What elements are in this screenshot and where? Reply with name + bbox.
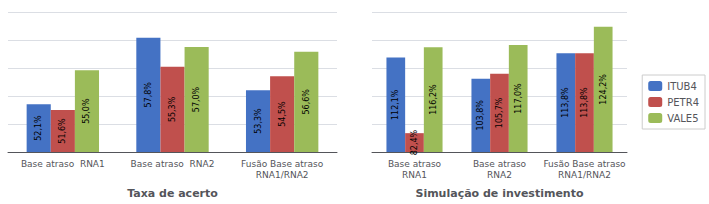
- svg-text:54,5%: 54,5%: [278, 101, 287, 127]
- svg-text:Base atraso RNA2: Base atraso RNA2: [131, 159, 215, 169]
- svg-text:RNA1/RNA2: RNA1/RNA2: [558, 170, 611, 180]
- svg-text:RNA2: RNA2: [487, 170, 512, 180]
- svg-text:57,0%: 57,0%: [192, 86, 201, 112]
- svg-text:Base atraso RNA1: Base atraso RNA1: [21, 159, 105, 169]
- svg-text:52,1%: 52,1%: [34, 115, 43, 141]
- svg-text:Fusão Base atraso: Fusão Base atraso: [543, 159, 626, 169]
- svg-text:Simulação de investimento: Simulação de investimento: [415, 187, 583, 200]
- svg-text:Base atraso: Base atraso: [388, 159, 442, 169]
- svg-text:Fusão Base atraso: Fusão Base atraso: [241, 159, 324, 169]
- svg-text:117,0%: 117,0%: [514, 83, 523, 114]
- svg-text:55,0%: 55,0%: [82, 98, 91, 124]
- svg-text:Taxa de acerto: Taxa de acerto: [127, 187, 218, 200]
- svg-text:ITUB4: ITUB4: [667, 81, 697, 92]
- svg-text:RNA1/RNA2: RNA1/RNA2: [256, 170, 309, 180]
- svg-text:PETR4: PETR4: [667, 97, 699, 108]
- svg-text:116,2%: 116,2%: [429, 84, 438, 115]
- svg-text:55,3%: 55,3%: [168, 96, 177, 122]
- svg-text:124,2%: 124,2%: [599, 74, 608, 105]
- svg-text:Base atraso: Base atraso: [473, 159, 527, 169]
- svg-text:113,8%: 113,8%: [580, 87, 589, 118]
- svg-text:53,3%: 53,3%: [254, 108, 263, 134]
- svg-text:51,6%: 51,6%: [58, 118, 67, 144]
- svg-text:56,6%: 56,6%: [302, 89, 311, 115]
- svg-text:112,1%: 112,1%: [391, 89, 400, 120]
- svg-text:113,8%: 113,8%: [561, 87, 570, 118]
- svg-text:RNA1: RNA1: [402, 170, 427, 180]
- svg-text:105,7%: 105,7%: [495, 97, 504, 128]
- svg-text:57,8%: 57,8%: [144, 82, 153, 108]
- svg-text:82,4%: 82,4%: [410, 129, 419, 155]
- svg-text:103,8%: 103,8%: [476, 100, 485, 131]
- svg-text:VALE5: VALE5: [667, 113, 698, 124]
